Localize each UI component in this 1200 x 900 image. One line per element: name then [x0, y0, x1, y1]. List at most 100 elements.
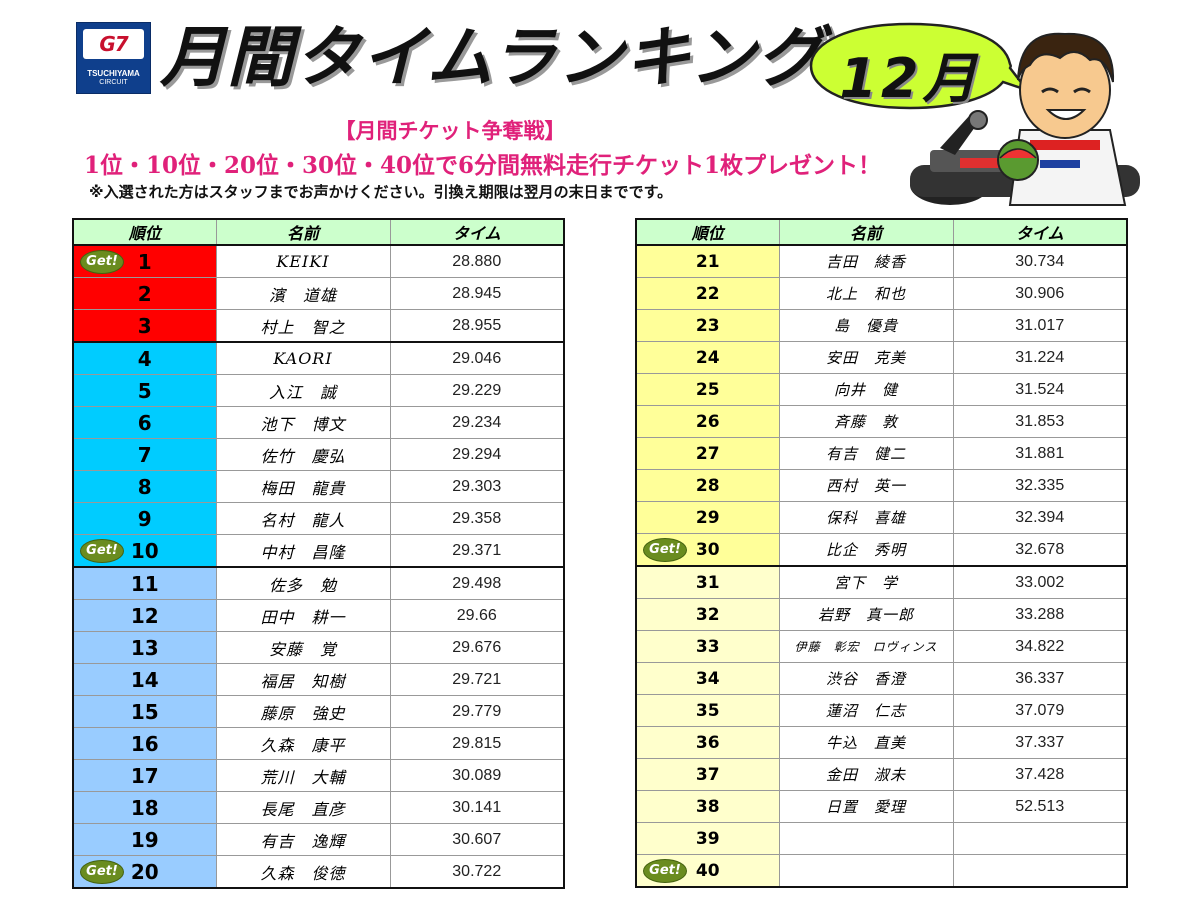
rank-number: 16	[130, 731, 159, 756]
rank-number: 2	[137, 281, 152, 306]
time-cell: 30.141	[389, 791, 565, 824]
rank-cell: 16	[72, 727, 217, 760]
rank-cell: 6	[72, 406, 217, 439]
rank-cell: 25	[635, 373, 780, 406]
name-cell: 蓮沼 仁志	[778, 694, 954, 727]
time-cell: 29.779	[389, 695, 565, 728]
logo-sub: CIRCUIT	[99, 79, 128, 86]
table-row: Get! 40	[635, 854, 1128, 888]
rank-cell: 24	[635, 341, 780, 374]
name-cell: 渋谷 香澄	[778, 662, 954, 695]
time-cell: 29.234	[389, 406, 565, 439]
rank-cell: 36	[635, 726, 780, 759]
rank-cell: 11	[72, 566, 217, 600]
time-cell: 29.229	[389, 374, 565, 407]
name-cell: 有吉 逸輝	[215, 823, 391, 856]
name-cell: 長尾 直彦	[215, 791, 391, 824]
table-row: 5 入江 誠 29.229	[72, 374, 565, 407]
table-row: 33 伊藤 彰宏 ロヴィンス 34.822	[635, 630, 1128, 663]
header-name: 名前	[215, 218, 391, 246]
racer-mascot-icon	[910, 32, 1140, 206]
rank-number: 22	[695, 283, 720, 304]
table-row: 24 安田 克美 31.224	[635, 341, 1128, 374]
time-cell: 36.337	[952, 662, 1128, 695]
time-cell: 29.721	[389, 663, 565, 696]
rank-cell: 28	[635, 469, 780, 502]
header-time: タイム	[389, 218, 565, 246]
name-cell: 福居 知樹	[215, 663, 391, 696]
table-row: Get! 20 久森 俊徳 30.722	[72, 855, 565, 889]
rank-cell: 21	[635, 244, 780, 278]
time-cell: 29.046	[389, 341, 565, 375]
logo-name: TSUCHIYAMA	[87, 69, 140, 78]
rank-cell: 27	[635, 437, 780, 470]
rank-cell: Get! 30	[635, 533, 780, 567]
name-cell: 保科 喜雄	[778, 501, 954, 534]
name-cell: 岩野 真一郎	[778, 598, 954, 631]
rank-cell: 37	[635, 758, 780, 791]
rank-number: 31	[695, 572, 720, 593]
get-badge-icon: Get!	[643, 859, 687, 883]
time-cell	[952, 822, 1128, 855]
name-cell: 田中 耕一	[215, 599, 391, 632]
table-row: 31 宮下 学 33.002	[635, 565, 1128, 599]
name-cell: 中村 昌隆	[215, 534, 391, 568]
header-rank: 順位	[635, 218, 780, 246]
time-cell: 29.371	[389, 534, 565, 568]
rank-cell: 13	[72, 631, 217, 664]
table-row: 8 梅田 龍貴 29.303	[72, 470, 565, 503]
time-cell: 31.524	[952, 373, 1128, 406]
rank-cell: Get! 1	[72, 244, 217, 278]
rank-number: 33	[695, 636, 720, 657]
time-cell: 29.498	[389, 566, 565, 600]
time-cell: 37.428	[952, 758, 1128, 791]
month-label: 12月	[839, 47, 981, 110]
time-cell: 33.002	[952, 565, 1128, 599]
prize-text: 1位・10位・20位・30位・40位で6分間無料走行チケット1枚プレゼント！	[84, 152, 882, 179]
time-cell: 29.676	[389, 631, 565, 664]
name-cell: 梅田 龍貴	[215, 470, 391, 503]
rank-number: 7	[137, 442, 152, 467]
rank-cell: 2	[72, 277, 217, 310]
page-title: 月間タイムランキング	[160, 19, 824, 96]
name-cell: 牛込 直美	[778, 726, 954, 759]
circuit-logo: G7 TSUCHIYAMA CIRCUIT	[76, 22, 151, 94]
time-cell: 30.607	[389, 823, 565, 856]
time-cell: 30.089	[389, 759, 565, 792]
rank-number: 24	[695, 347, 720, 368]
rank-cell: 23	[635, 309, 780, 342]
rank-number: 30	[695, 539, 720, 560]
table-row: Get! 1 KEIKI 28.880	[72, 244, 565, 278]
name-cell: 比企 秀明	[778, 533, 954, 567]
rank-number: 15	[130, 699, 159, 724]
rank-number: 40	[695, 860, 720, 881]
table-row: 21 吉田 綾香 30.734	[635, 244, 1128, 278]
time-cell: 30.722	[389, 855, 565, 889]
name-cell: 日置 愛理	[778, 790, 954, 823]
time-cell: 52.513	[952, 790, 1128, 823]
table-row: 11 佐多 勉 29.498	[72, 566, 565, 600]
table-row: 7 佐竹 慶弘 29.294	[72, 438, 565, 471]
rank-number: 29	[695, 507, 720, 528]
time-cell: 33.288	[952, 598, 1128, 631]
name-cell: 荒川 大輔	[215, 759, 391, 792]
rank-number: 32	[695, 604, 720, 625]
ranking-table-right: 順位 名前 タイム 21 吉田 綾香 30.734 22 北上 和也 30.906 23 島 …	[635, 218, 1128, 888]
rank-cell: 17	[72, 759, 217, 792]
rank-number: 25	[695, 379, 720, 400]
time-cell	[952, 854, 1128, 888]
rank-cell: 26	[635, 405, 780, 438]
header-time: タイム	[952, 218, 1128, 246]
table-row: 37 金田 淑未 37.428	[635, 758, 1128, 791]
table-row: 23 島 優貴 31.017	[635, 309, 1128, 342]
table-row: 38 日置 愛理 52.513	[635, 790, 1128, 823]
name-cell: 佐竹 慶弘	[215, 438, 391, 471]
name-cell: 濱 道雄	[215, 277, 391, 310]
time-cell: 28.880	[389, 244, 565, 278]
table-row: 32 岩野 真一郎 33.288	[635, 598, 1128, 631]
rank-number: 13	[130, 635, 159, 660]
rank-cell: Get! 10	[72, 534, 217, 568]
table-row: 27 有吉 健二 31.881	[635, 437, 1128, 470]
rank-cell: 38	[635, 790, 780, 823]
table-row: 22 北上 和也 30.906	[635, 277, 1128, 310]
